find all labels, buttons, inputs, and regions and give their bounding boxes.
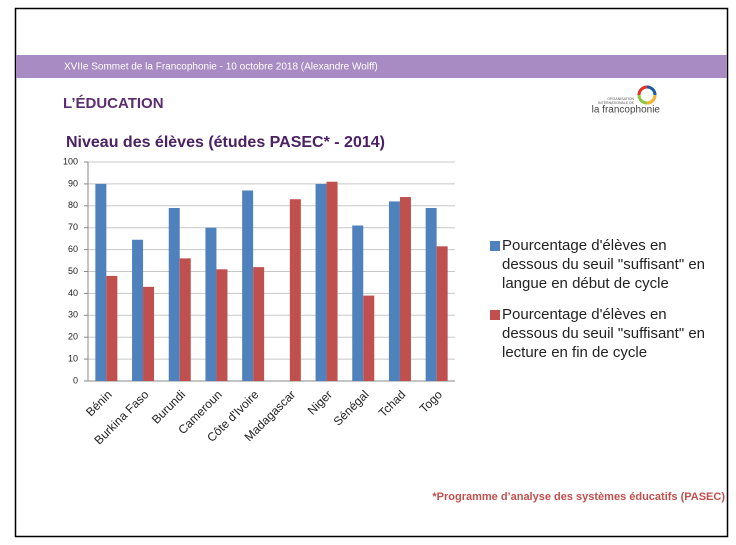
bar xyxy=(326,181,338,381)
bar xyxy=(399,197,411,381)
y-tick-label: 10 xyxy=(68,353,78,363)
y-tick-label: 20 xyxy=(68,332,78,342)
chart-title: Niveau des élèves (études PASEC* - 2014) xyxy=(66,134,385,151)
section-title: L’ÉDUCATION xyxy=(63,95,164,112)
y-tick-label: 40 xyxy=(68,288,78,298)
bar xyxy=(205,227,217,381)
bar xyxy=(132,239,144,381)
legend-item: Pourcentage d'élèves en dessous du seuil… xyxy=(490,236,717,293)
legend-swatch xyxy=(490,310,500,320)
bar xyxy=(95,183,107,381)
legend-label: Pourcentage d'élèves en dessous du seuil… xyxy=(502,237,705,292)
bar xyxy=(168,207,180,381)
y-tick-label: 70 xyxy=(68,222,78,232)
header-band xyxy=(16,55,727,78)
bar xyxy=(253,267,265,381)
y-tick-label: 80 xyxy=(68,200,78,210)
bar xyxy=(179,258,191,381)
header-text: XVIIe Sommet de la Francophonie - 10 oct… xyxy=(64,62,378,73)
y-tick-label: 100 xyxy=(63,156,78,166)
logo-name: la francophonie xyxy=(592,105,661,116)
bar xyxy=(363,295,375,381)
y-tick-label: 50 xyxy=(68,266,78,276)
bar xyxy=(425,207,437,381)
logo-text: ORGANISATION xyxy=(607,97,634,101)
bar xyxy=(106,275,118,381)
legend-label: Pourcentage d'élèves en dessous du seuil… xyxy=(502,306,705,361)
logo-text: INTERNATIONALE DE xyxy=(598,101,635,105)
footnote: *Programme d’analyse des systèmes éducat… xyxy=(432,491,725,503)
bar xyxy=(352,225,364,381)
bar xyxy=(143,286,155,381)
bar xyxy=(388,201,400,381)
legend-item: Pourcentage d'élèves en dessous du seuil… xyxy=(490,305,717,362)
logo-ring xyxy=(637,85,648,96)
logo-ring xyxy=(646,85,657,96)
bar xyxy=(315,183,327,381)
y-tick-label: 30 xyxy=(68,310,78,320)
bar xyxy=(436,246,448,381)
y-tick-label: 90 xyxy=(68,178,78,188)
bar xyxy=(216,269,228,381)
logo-ring xyxy=(646,94,657,105)
bar xyxy=(289,199,301,381)
y-tick-label: 0 xyxy=(73,375,78,385)
y-tick-label: 60 xyxy=(68,244,78,254)
bar xyxy=(242,190,254,381)
legend-swatch xyxy=(490,241,500,251)
